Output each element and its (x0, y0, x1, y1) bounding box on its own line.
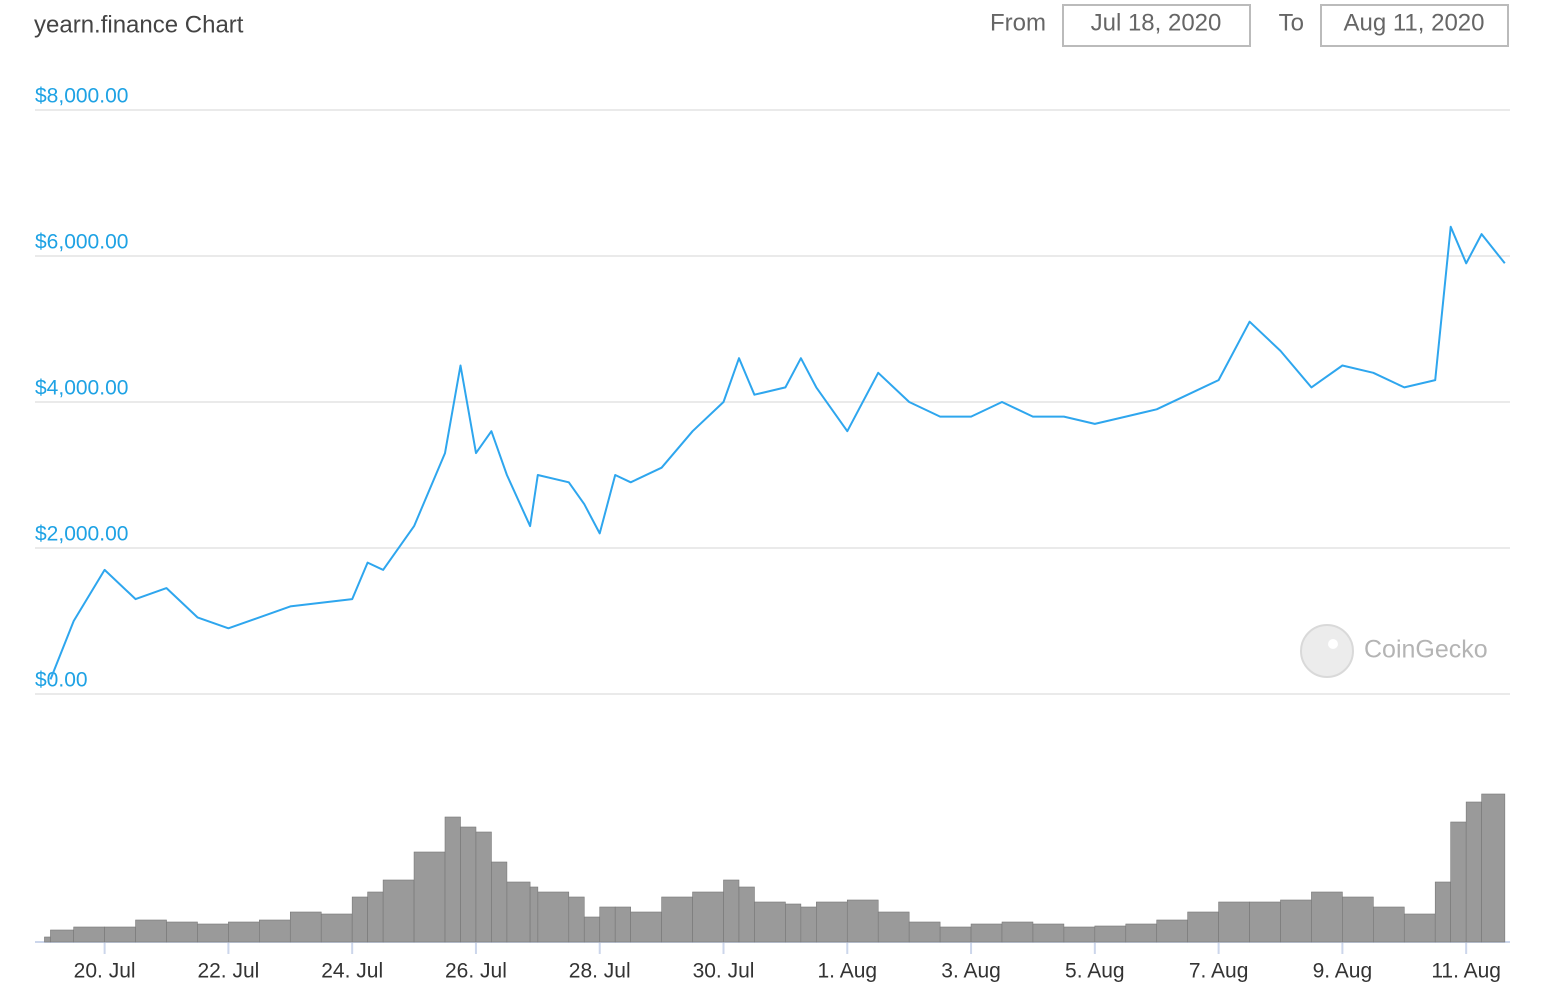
volume-bar (135, 919, 167, 943)
volume-bar (289, 911, 322, 943)
volume-bar (1001, 921, 1034, 943)
volume-bar (491, 861, 508, 943)
x-tick-label: 7. Aug (1189, 960, 1249, 983)
volume-bar (104, 926, 136, 943)
y-tick-label: $8,000.00 (35, 85, 128, 108)
volume-bar (908, 921, 941, 943)
volume-bar (413, 851, 446, 943)
volume-bar (320, 913, 353, 943)
volume-bar (1063, 926, 1096, 943)
volume-bar (460, 826, 477, 943)
to-date[interactable]: Aug 11, 2020 (1343, 9, 1484, 36)
volume-bar (754, 901, 786, 943)
y-tick-label: $4,000.00 (35, 377, 128, 400)
x-tick-label: 20. Jul (74, 960, 136, 983)
volume-bar (877, 911, 910, 943)
volume-bar (692, 891, 724, 943)
to-label: To (1279, 9, 1304, 36)
x-tick-label: 24. Jul (321, 960, 383, 983)
x-tick-label: 5. Aug (1065, 960, 1125, 983)
volume-bar (800, 906, 817, 943)
x-tick-label: 3. Aug (941, 960, 1001, 983)
to-input[interactable] (1320, 4, 1509, 47)
volume-bar (537, 891, 570, 943)
volume-bar (1342, 896, 1374, 943)
chart-title: yearn.finance Chart (34, 11, 244, 38)
volume-bar (568, 896, 585, 943)
volume-bar (1218, 901, 1250, 943)
watermark-text: CoinGecko (1364, 636, 1488, 664)
volume-bar (1450, 821, 1467, 943)
volume-bar (197, 923, 229, 943)
from-label: From (990, 9, 1046, 36)
volume-bar (228, 921, 260, 943)
from-date[interactable]: Jul 18, 2020 (1091, 9, 1222, 36)
volume-bar (73, 926, 105, 943)
x-tick-label: 11. Aug (1431, 960, 1501, 983)
volume-bar (599, 906, 616, 943)
y-tick-label: $2,000.00 (35, 523, 128, 546)
volume-bar (1156, 919, 1188, 943)
volume-bar (738, 886, 755, 943)
volume-bar (166, 921, 198, 943)
x-tick-label: 26. Jul (445, 960, 507, 983)
volume-bar (846, 899, 879, 943)
from-input[interactable] (1062, 4, 1251, 47)
volume-bar (1280, 899, 1312, 943)
volume-bar (259, 919, 291, 943)
volume-bar (367, 891, 384, 943)
volume-bar (723, 879, 740, 943)
volume-bar (1373, 906, 1405, 943)
volume-bar (661, 896, 693, 943)
x-tick-label: 28. Jul (569, 960, 631, 983)
volume-bar (630, 911, 662, 943)
volume-bar (506, 881, 531, 943)
volume-bar (1249, 901, 1281, 943)
price-line (49, 225, 1506, 680)
volume-bar (444, 816, 461, 943)
volume-bar (1187, 911, 1219, 943)
x-tick-label: 9. Aug (1313, 960, 1373, 983)
volume-bar (970, 923, 1003, 943)
y-tick-label: $0.00 (35, 669, 88, 692)
volume-bar (382, 879, 415, 943)
watermark: CoinGecko (1300, 624, 1488, 678)
x-tick-label: 1. Aug (818, 960, 878, 983)
volume-bar (475, 831, 492, 943)
volume-bar (529, 886, 539, 943)
volume-bar (1403, 913, 1436, 943)
volume-bar (50, 929, 74, 943)
volume-bar (1125, 923, 1158, 943)
volume-bar (583, 916, 601, 943)
volume-bar (939, 926, 972, 943)
grid-layer (35, 109, 1510, 695)
volume-bar (614, 906, 631, 943)
volume-bar (1032, 923, 1065, 943)
volume-bar (1434, 881, 1451, 943)
volume-bar (1465, 801, 1482, 943)
volume-bar (1311, 891, 1343, 943)
volume-bar (351, 896, 368, 943)
x-tick-label: 22. Jul (197, 960, 259, 983)
volume-bar (785, 903, 802, 943)
y-tick-label: $6,000.00 (35, 231, 128, 254)
volume-bar (1094, 925, 1127, 943)
volume-bar (816, 901, 848, 943)
volume-bar (1481, 793, 1506, 943)
volume-bar (44, 936, 51, 943)
x-tick-label: 30. Jul (693, 960, 755, 983)
